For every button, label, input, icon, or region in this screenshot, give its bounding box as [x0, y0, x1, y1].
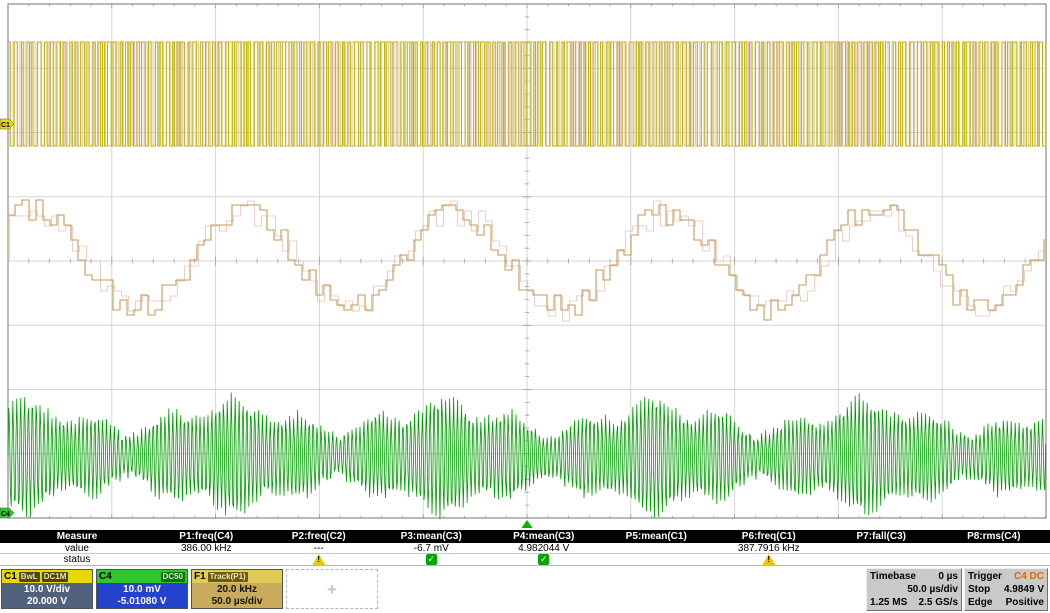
grid-border — [7, 3, 1047, 519]
timebase-sample-rate: 2.5 GS/s — [918, 597, 958, 608]
c1-bandwidth-badge: BwL — [18, 571, 40, 582]
timebase-title: Timebase — [870, 571, 916, 582]
measure-status-row: status !✓ !✓ !✓ !✓ !✓ !✓ !✓ !✓ — [0, 554, 1050, 566]
measure-status-p2: !✓ — [263, 554, 376, 565]
bottom-bar: C1 BwL DC1M 10.0 V/div 20.000 V C4 DC50 … — [0, 566, 1050, 613]
c4-label: C4 — [99, 571, 112, 582]
c4-offset-marker[interactable] — [0, 507, 15, 519]
value-row-label: value — [65, 542, 89, 554]
c4-offset-value: -5.01080 V — [117, 595, 167, 607]
measure-value-row: value 386.00 kHz --- -6.7 mV 4.982044 V … — [0, 543, 1050, 554]
trigger-source: C4 DC — [1013, 571, 1044, 582]
check-icon: ✓ — [538, 554, 550, 565]
measure-status-p4: !✓ — [488, 554, 601, 565]
measure-value-p4: 4.982044 V — [518, 542, 570, 554]
c1-coupling-badge: DC1M — [41, 571, 69, 582]
f1-time-per-div: 50.0 µs/div — [211, 595, 263, 607]
channel-descriptor-c4[interactable]: C4 DC50 10.0 mV -5.01080 V — [96, 569, 188, 609]
status-row-label: status — [63, 554, 91, 565]
trace-c1[interactable] — [8, 41, 1047, 147]
add-trace-icon: + — [327, 579, 337, 599]
trigger-title: Trigger — [968, 571, 1002, 582]
c1-offset-value: 20.000 V — [26, 595, 68, 607]
trigger-slope: Positive — [1005, 597, 1044, 608]
check-icon: ✓ — [425, 554, 437, 565]
c4-settings: 10.0 mV -5.01080 V — [97, 583, 187, 608]
trigger-type: Edge — [968, 597, 993, 608]
timebase-panel[interactable]: Timebase 0 µs 50.0 µs/div 1.25 MS 2.5 GS… — [866, 568, 962, 611]
measure-value-p1: 386.00 kHz — [180, 542, 232, 554]
c1-header: C1 BwL DC1M — [2, 570, 92, 583]
measure-status-p3: !✓ — [375, 554, 488, 565]
c1-offset-marker-label: C1 — [1, 122, 10, 129]
f1-label: F1 — [194, 571, 206, 582]
f1-settings: 20.0 kHz 50.0 µs/div — [192, 583, 282, 608]
measure-header-p8[interactable]: P8:rms(C4) — [967, 531, 1021, 542]
channel-descriptor-c1[interactable]: C1 BwL DC1M 10.0 V/div 20.000 V — [1, 569, 93, 609]
trigger-panel[interactable]: Trigger C4 DC Stop 4.9849 V Edge Positiv… — [964, 568, 1048, 611]
trace-f1-ghost[interactable] — [9, 200, 1048, 322]
measure-table: Measure P1:freq(C4) P2:freq(C2) P3:mean(… — [0, 530, 1050, 566]
measure-header-p5[interactable]: P5:mean(C1) — [625, 531, 687, 542]
c1-volts-per-div: 10.0 V/div — [23, 583, 71, 595]
timebase-offset: 0 µs — [938, 571, 958, 582]
measure-header-p4[interactable]: P4:mean(C3) — [513, 531, 575, 542]
measure-header-p2[interactable]: P2:freq(C2) — [291, 531, 346, 542]
f1-function-badge: Track(P1) — [207, 571, 248, 582]
measure-header-p3[interactable]: P3:mean(C3) — [400, 531, 462, 542]
c4-volts-per-div: 10.0 mV — [123, 583, 161, 595]
c1-offset-marker[interactable] — [0, 118, 15, 130]
trace-c4[interactable] — [7, 392, 1046, 520]
trigger-level: 4.9849 V — [1003, 584, 1044, 595]
measure-status-p6: !✓ — [713, 554, 826, 565]
measure-value-p3: -6.7 mV — [413, 542, 449, 554]
timebase-scale: 50.0 µs/div — [907, 584, 958, 595]
measure-header-p1[interactable]: P1:freq(C4) — [179, 531, 234, 542]
c1-label: C1 — [4, 571, 17, 582]
empty-trace-slot[interactable]: + — [286, 569, 378, 609]
function-descriptor-f1[interactable]: F1 Track(P1) 20.0 kHz 50.0 µs/div — [191, 569, 283, 609]
trigger-position-marker[interactable] — [521, 520, 533, 528]
measure-value-p6: 387.7916 kHz — [737, 542, 800, 554]
warning-icon: ! — [312, 554, 326, 565]
measure-row-label: Measure — [56, 531, 98, 542]
waveform-display[interactable]: C1 C4 — [0, 0, 1050, 530]
trigger-mode: Stop — [968, 584, 991, 595]
c4-header: C4 DC50 — [97, 570, 187, 583]
measure-header-p6[interactable]: P6:freq(C1) — [741, 531, 796, 542]
c4-offset-marker-label: C4 — [1, 511, 10, 518]
timebase-samples: 1.25 MS — [870, 597, 908, 608]
scope-grid[interactable]: C1 C4 — [0, 0, 1050, 530]
f1-header: F1 Track(P1) — [192, 570, 282, 583]
trace-f1[interactable] — [7, 199, 1046, 321]
f1-units-per-div: 20.0 kHz — [216, 583, 258, 595]
measure-value-p2: --- — [313, 542, 324, 554]
measure-header-row: Measure P1:freq(C4) P2:freq(C2) P3:mean(… — [0, 530, 1050, 543]
c1-settings: 10.0 V/div 20.000 V — [2, 583, 92, 608]
measure-header-p7[interactable]: P7:fall(C3) — [856, 531, 906, 542]
warning-icon: ! — [762, 554, 776, 565]
c4-coupling-badge: DC50 — [160, 571, 185, 582]
